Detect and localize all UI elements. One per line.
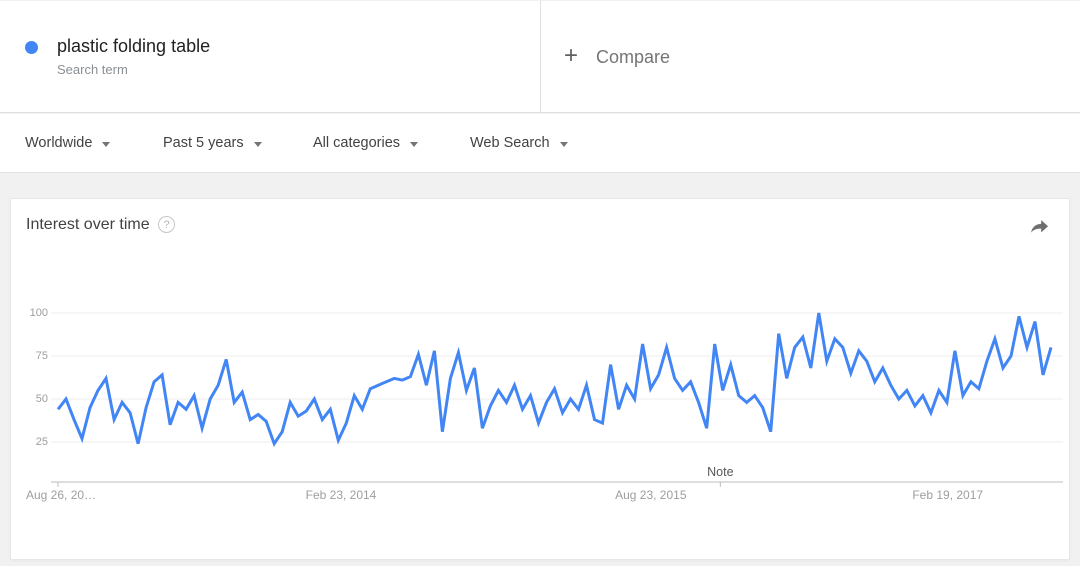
interest-over-time-chart[interactable] (11, 299, 1071, 499)
search-type-filter-label: Web Search (470, 135, 550, 151)
y-axis-tick-label: 25 (35, 436, 48, 448)
search-type-filter-dropdown[interactable]: Web Search (470, 114, 568, 172)
share-icon (1031, 220, 1049, 233)
compare-button[interactable]: + Compare (540, 1, 1080, 112)
x-axis-tick-label: Feb 23, 2014 (305, 488, 377, 502)
share-button[interactable] (1027, 214, 1053, 238)
trend-line[interactable] (56, 312, 1053, 448)
category-filter-label: All categories (313, 135, 401, 151)
geo-filter-dropdown[interactable]: Worldwide (25, 114, 111, 172)
chevron-down-icon (102, 141, 111, 147)
chevron-down-icon (253, 141, 262, 147)
search-term-card[interactable]: plastic folding table Search term (0, 1, 540, 112)
y-axis-tick-label: 50 (35, 393, 48, 405)
plus-icon: + (564, 42, 579, 69)
y-axis-tick-label: 75 (35, 350, 48, 362)
search-term-title: plastic folding table (57, 36, 211, 56)
search-term-subtitle: Search term (57, 62, 128, 77)
interest-over-time-card: Interest over time ? 100 75 50 25 Aug 26, 2… (10, 198, 1070, 560)
series-color-dot (25, 41, 38, 54)
time-filter-dropdown[interactable]: Past 5 years (163, 114, 262, 172)
category-filter-dropdown[interactable]: All categories (313, 114, 419, 172)
search-terms-header: plastic folding table Search term + Comp… (0, 0, 1080, 113)
help-icon[interactable]: ? (158, 216, 175, 233)
chevron-down-icon (410, 141, 419, 147)
compare-label: Compare (596, 47, 671, 67)
x-axis-tick-label: Aug 26, 20… (26, 488, 97, 502)
note-marker[interactable]: Note (707, 465, 734, 479)
help-glyph: ? (163, 218, 170, 231)
chart-title: Interest over time (26, 216, 150, 233)
y-axis-tick-label: 100 (29, 307, 48, 319)
x-axis-tick-label: Feb 19, 2017 (912, 488, 984, 502)
geo-filter-label: Worldwide (25, 135, 93, 151)
filter-bar: Worldwide Past 5 years All categories We… (0, 114, 1080, 173)
time-filter-label: Past 5 years (163, 135, 244, 151)
chevron-down-icon (559, 141, 568, 147)
x-axis-tick-label: Aug 23, 2015 (615, 488, 687, 502)
